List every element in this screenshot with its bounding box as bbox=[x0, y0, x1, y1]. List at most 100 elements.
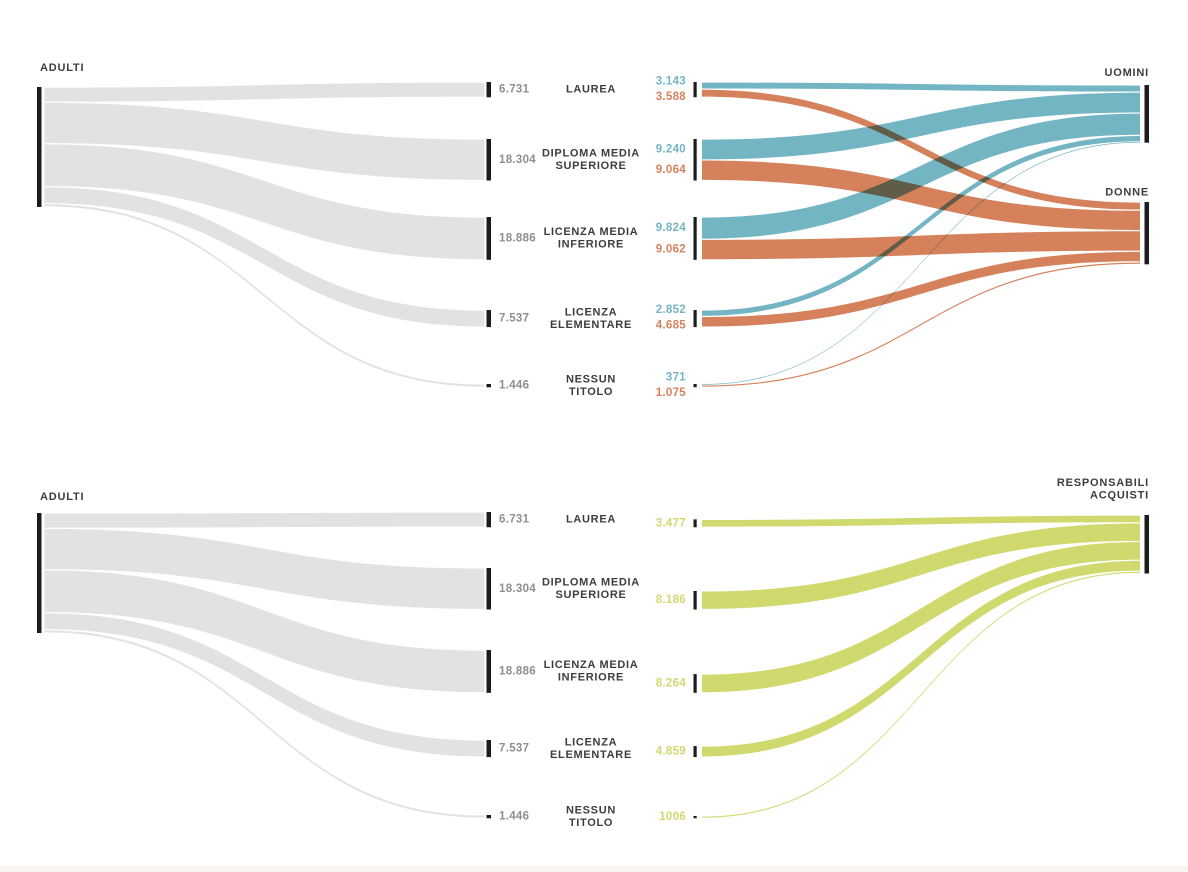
node-licenza-elementare-bar bbox=[486, 740, 491, 758]
flow-licenza-elementare-to-responsabili-acquisti bbox=[702, 560, 1140, 757]
flow-licenza-media-inferiore-to-uomini bbox=[702, 113, 1140, 239]
node-donne-bar bbox=[1144, 202, 1149, 265]
node-laurea-bar bbox=[486, 82, 491, 98]
node-diploma-media-superiore-label: SUPERIORE bbox=[555, 160, 626, 172]
node-laurea-donne-value: 3.588 bbox=[656, 91, 687, 103]
node-bars bbox=[37, 512, 1149, 819]
node-licenza-media-inferiore-outflow-tick bbox=[693, 674, 697, 693]
node-licenza-elementare-total: 7.537 bbox=[499, 313, 529, 325]
node-licenza-elementare-outflow-tick bbox=[693, 746, 697, 758]
node-bars bbox=[37, 82, 1149, 388]
sankey-bottom: ADULTI 6.731 LAUREA 3.477 18.304 DIPLOMA MEDI… bbox=[37, 477, 1149, 829]
labels: ADULTI 6.731 LAUREA 3.143 3.588 18.304 DIPLOMA… bbox=[40, 62, 1149, 399]
sankey-top: ADULTI 6.731 LAUREA 3.143 3.588 18.304 DIPLOMA… bbox=[37, 62, 1149, 399]
node-licenza-elementare-total: 7.537 bbox=[499, 743, 529, 755]
node-diploma-media-superiore-total: 18.304 bbox=[499, 583, 536, 595]
node-responsabili-acquisti-bar bbox=[1144, 515, 1149, 574]
node-laurea-bar bbox=[486, 512, 491, 528]
adulti-label: ADULTI bbox=[40, 62, 84, 74]
flow-laurea-to-donne bbox=[702, 89, 1140, 210]
flow-nessun-titolo-to-responsabili-acquisti bbox=[702, 571, 1140, 818]
colored-flows bbox=[702, 515, 1140, 818]
node-laurea-outflow-tick bbox=[693, 82, 697, 98]
adulti-node-bar bbox=[37, 513, 42, 633]
flow-adulti-to-licenza-elementare bbox=[44, 613, 485, 757]
node-licenza-media-inferiore-total: 18.886 bbox=[499, 665, 536, 677]
node-diploma-media-superiore-responsabili-acquisti-value: 8.186 bbox=[656, 594, 686, 606]
node-laurea-label: LAUREA bbox=[566, 514, 616, 526]
node-laurea-label: LAUREA bbox=[566, 84, 616, 96]
node-laurea-total: 6.731 bbox=[499, 84, 530, 96]
node-licenza-elementare-donne-value: 4.685 bbox=[656, 319, 687, 331]
adulti-label: ADULTI bbox=[40, 491, 84, 503]
node-nessun-titolo-total: 1.446 bbox=[499, 811, 529, 823]
node-laurea-outflow-tick bbox=[693, 519, 697, 528]
node-responsabili-acquisti-label: RESPONSABILI bbox=[1057, 477, 1149, 489]
node-licenza-media-inferiore-label: INFERIORE bbox=[558, 672, 624, 684]
node-licenza-elementare-responsabili-acquisti-value: 4.859 bbox=[656, 746, 686, 758]
node-nessun-titolo-label: TITOLO bbox=[569, 386, 613, 398]
node-nessun-titolo-outflow-tick bbox=[693, 384, 697, 388]
node-diploma-media-superiore-uomini-value: 9.240 bbox=[656, 143, 686, 155]
flow-diploma-media-superiore-to-uomini bbox=[702, 92, 1140, 160]
node-licenza-elementare-label: ELEMENTARE bbox=[550, 749, 632, 761]
node-diploma-media-superiore-label: DIPLOMA MEDIA bbox=[542, 577, 640, 589]
node-diploma-media-superiore-bar bbox=[486, 568, 491, 610]
node-nessun-titolo-label: NESSUN bbox=[566, 804, 616, 816]
gray-flows bbox=[44, 512, 485, 818]
node-diploma-media-superiore-bar bbox=[486, 139, 491, 181]
flow-diploma-media-superiore-to-donne bbox=[702, 160, 1140, 231]
node-uomini-label: UOMINI bbox=[1104, 67, 1149, 79]
node-diploma-media-superiore-label: SUPERIORE bbox=[555, 589, 626, 601]
node-nessun-titolo-label: TITOLO bbox=[569, 817, 613, 829]
flow-adulti-to-nessun-titolo bbox=[44, 204, 485, 387]
flow-licenza-media-inferiore-to-donne bbox=[702, 231, 1140, 260]
node-nessun-titolo-donne-value: 1.075 bbox=[656, 387, 687, 399]
node-nessun-titolo-uomini-value: 371 bbox=[666, 371, 686, 383]
flow-licenza-media-inferiore-to-responsabili-acquisti bbox=[702, 542, 1140, 693]
flow-licenza-elementare-to-donne bbox=[702, 251, 1140, 327]
node-licenza-media-inferiore-donne-value: 9.062 bbox=[656, 244, 686, 256]
node-nessun-titolo-bar bbox=[486, 815, 491, 819]
node-licenza-media-inferiore-total: 18.886 bbox=[499, 232, 536, 244]
node-diploma-media-superiore-label: DIPLOMA MEDIA bbox=[542, 148, 640, 160]
labels: ADULTI 6.731 LAUREA 3.477 18.304 DIPLOMA MEDI… bbox=[40, 477, 1149, 829]
node-responsabili-acquisti-label: ACQUISTI bbox=[1090, 490, 1149, 502]
node-laurea-total: 6.731 bbox=[499, 514, 530, 526]
node-nessun-titolo-bar bbox=[486, 384, 491, 388]
node-uomini-bar bbox=[1144, 85, 1149, 143]
node-licenza-elementare-label: ELEMENTARE bbox=[550, 319, 632, 331]
node-licenza-media-inferiore-outflow-tick bbox=[693, 217, 697, 260]
flow-nessun-titolo-to-uomini bbox=[702, 141, 1140, 385]
node-licenza-elementare-outflow-tick bbox=[693, 310, 697, 328]
flow-adulti-to-diploma-media-superiore bbox=[44, 528, 485, 609]
node-diploma-media-superiore-donne-value: 9.064 bbox=[656, 164, 687, 176]
flow-adulti-to-laurea bbox=[44, 512, 485, 528]
flow-laurea-to-responsabili-acquisti bbox=[702, 515, 1140, 527]
node-nessun-titolo-label: NESSUN bbox=[566, 373, 616, 385]
node-diploma-media-superiore-outflow-tick bbox=[693, 590, 697, 610]
adulti-node-bar bbox=[37, 87, 42, 207]
flow-adulti-to-diploma-media-superiore bbox=[44, 102, 485, 180]
footer-strip bbox=[0, 866, 1188, 872]
node-laurea-responsabili-acquisti-value: 3.477 bbox=[656, 517, 686, 529]
node-donne-label: DONNE bbox=[1105, 187, 1149, 199]
node-licenza-media-inferiore-label: LICENZA MEDIA bbox=[544, 226, 639, 238]
node-diploma-media-superiore-outflow-tick bbox=[693, 139, 697, 181]
flow-adulti-to-licenza-elementare bbox=[44, 187, 485, 327]
node-licenza-media-inferiore-bar bbox=[486, 650, 491, 693]
node-licenza-media-inferiore-bar bbox=[486, 217, 491, 260]
flow-nessun-titolo-to-donne bbox=[702, 262, 1140, 387]
node-diploma-media-superiore-total: 18.304 bbox=[499, 154, 536, 166]
node-licenza-media-inferiore-label: LICENZA MEDIA bbox=[544, 659, 639, 671]
flow-diploma-media-superiore-to-responsabili-acquisti bbox=[702, 523, 1140, 609]
node-licenza-media-inferiore-uomini-value: 9.824 bbox=[656, 222, 687, 234]
flow-licenza-elementare-to-uomini bbox=[702, 135, 1140, 316]
node-nessun-titolo-total: 1.446 bbox=[499, 380, 529, 392]
flow-adulti-to-laurea bbox=[44, 82, 485, 102]
gray-flows bbox=[44, 82, 485, 387]
node-licenza-elementare-uomini-value: 2.852 bbox=[656, 304, 686, 316]
node-licenza-elementare-label: LICENZA bbox=[565, 736, 618, 748]
